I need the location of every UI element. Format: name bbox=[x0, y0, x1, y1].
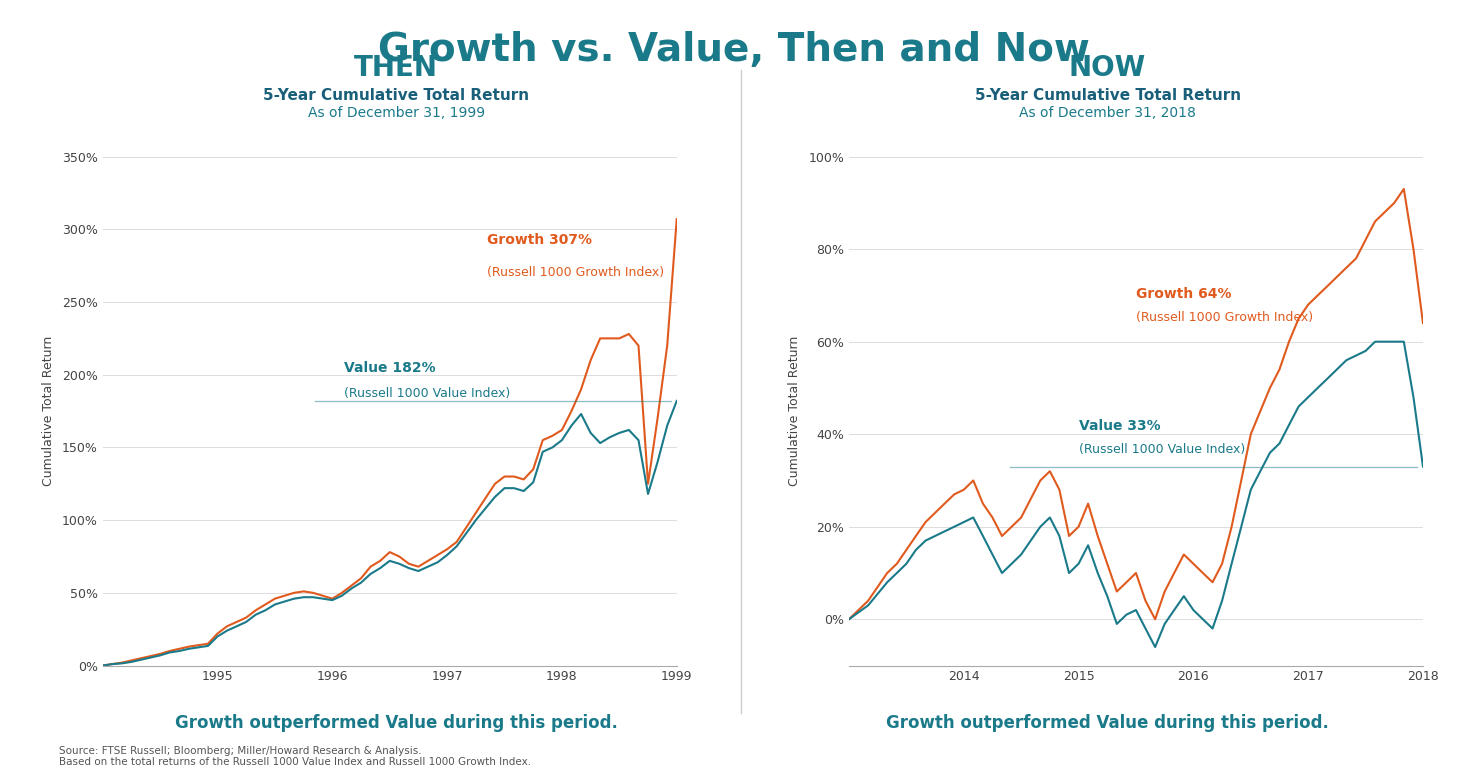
Text: (Russell 1000 Growth Index): (Russell 1000 Growth Index) bbox=[1135, 311, 1313, 324]
Text: (Russell 1000 Growth Index): (Russell 1000 Growth Index) bbox=[487, 266, 665, 279]
Text: 5-Year Cumulative Total Return: 5-Year Cumulative Total Return bbox=[974, 88, 1241, 103]
Text: Source: FTSE Russell; Bloomberg; Miller/Howard Research & Analysis.
Based on the: Source: FTSE Russell; Bloomberg; Miller/… bbox=[59, 745, 531, 767]
Text: Value 182%: Value 182% bbox=[343, 361, 436, 375]
Text: Growth 64%: Growth 64% bbox=[1135, 287, 1231, 301]
Y-axis label: Cumulative Total Return: Cumulative Total Return bbox=[788, 336, 801, 486]
Text: (Russell 1000 Value Index): (Russell 1000 Value Index) bbox=[1078, 442, 1245, 456]
Text: 5-Year Cumulative Total Return: 5-Year Cumulative Total Return bbox=[263, 88, 530, 103]
Text: As of December 31, 2018: As of December 31, 2018 bbox=[1020, 106, 1196, 120]
Text: Growth 307%: Growth 307% bbox=[487, 233, 593, 247]
Text: (Russell 1000 Value Index): (Russell 1000 Value Index) bbox=[343, 387, 511, 399]
Y-axis label: Cumulative Total Return: Cumulative Total Return bbox=[43, 336, 54, 486]
Text: Growth outperformed Value during this period.: Growth outperformed Value during this pe… bbox=[886, 714, 1329, 732]
Text: As of December 31, 1999: As of December 31, 1999 bbox=[308, 106, 484, 120]
Text: Growth outperformed Value during this period.: Growth outperformed Value during this pe… bbox=[175, 714, 618, 732]
Text: THEN: THEN bbox=[354, 54, 439, 82]
Text: Value 33%: Value 33% bbox=[1078, 419, 1160, 432]
Text: Growth vs. Value, Then and Now: Growth vs. Value, Then and Now bbox=[377, 31, 1090, 70]
Text: NOW: NOW bbox=[1069, 54, 1146, 82]
